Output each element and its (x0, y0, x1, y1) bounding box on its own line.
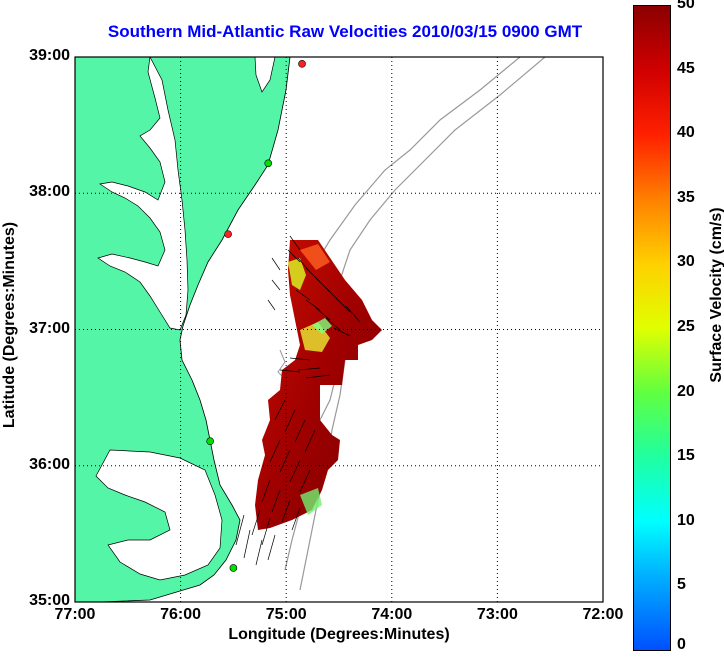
map-title: Southern Mid-Atlantic Raw Velocities 201… (107, 22, 583, 41)
colorbar-tick: 5 (677, 576, 686, 594)
y-axis-label: Latitude (Degrees:Minutes) (1, 221, 18, 429)
velocity-patch (255, 240, 382, 530)
colorbar-label: Surface Velocity (cm/s) (708, 207, 724, 383)
x-tick-label: 74:00 (371, 606, 413, 623)
radar-station-marker (224, 230, 232, 238)
colorbar-tick: 30 (677, 253, 695, 271)
radar-station-marker (298, 60, 306, 68)
plot-frame (74, 56, 604, 603)
radar-station-marker (206, 437, 214, 446)
colorbar-tick: 25 (677, 318, 695, 335)
colorbar-tick: 50 (677, 0, 695, 12)
velocity-field (235, 235, 382, 566)
x-tick-label: 75:00 (265, 606, 307, 623)
x-tick-label: 72:00 (582, 606, 624, 623)
velocity-patch-green (300, 488, 322, 515)
velocity-patch-orange (300, 244, 330, 270)
y-tick-label: 36:00 (29, 455, 70, 473)
colorbar-tick: 0 (677, 636, 686, 653)
radar-station-marker (229, 564, 238, 572)
x-tick-label: 77:00 (54, 606, 96, 623)
x-tick-label: 73:00 (476, 606, 518, 623)
colorbar-tick: 15 (677, 447, 695, 465)
colorbar-tick: 20 (677, 382, 695, 400)
pamlico-sound (95, 449, 223, 581)
colorbar-tick: 40 (677, 124, 695, 142)
radar-station-marker (264, 159, 273, 168)
y-tick-label: 35:00 (29, 592, 70, 609)
colorbar-tick: 45 (677, 59, 695, 77)
x-axis-label: Longitude (Degrees:Minutes) (228, 626, 450, 643)
y-tick-label: 38:00 (29, 183, 70, 201)
y-tick-label: 39:00 (29, 47, 70, 64)
velocity-patch-yellow (288, 258, 306, 290)
radar-stations (206, 60, 306, 572)
colorbar-tick: 35 (677, 188, 695, 206)
y-tick-label: 37:00 (29, 319, 70, 337)
x-tick-label: 76:00 (160, 606, 202, 623)
colorbar (633, 5, 671, 651)
grid (75, 57, 603, 602)
colorbar-tick: 10 (677, 511, 695, 529)
